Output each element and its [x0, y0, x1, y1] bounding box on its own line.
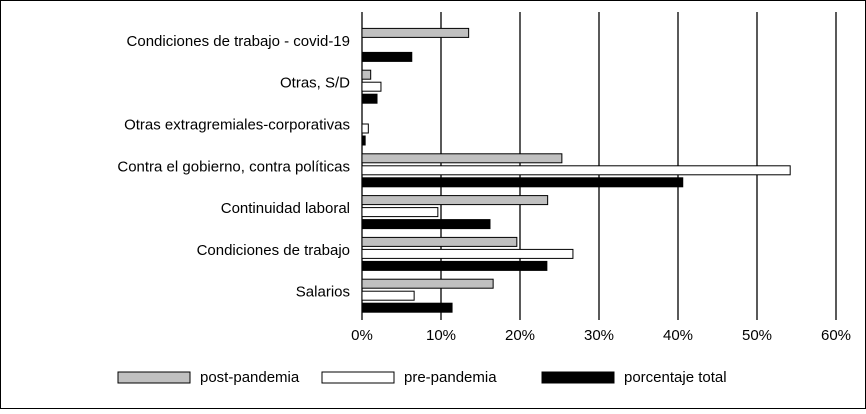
x-tick-label: 50%: [742, 327, 772, 344]
bar: [361, 290, 415, 301]
bar: [361, 81, 382, 92]
bar: [361, 195, 549, 206]
bar: [361, 177, 684, 188]
x-tick-label: 30%: [584, 327, 614, 344]
bar: [361, 123, 369, 134]
y-tick-label: Contra el gobierno, contra políticas: [117, 158, 350, 175]
bar: [361, 135, 366, 146]
legend-swatch: [541, 371, 615, 384]
y-tick-label: Otras extragremiales-corporativas: [124, 116, 350, 133]
bar: [361, 278, 494, 289]
bar: [361, 260, 548, 271]
bar: [361, 153, 563, 164]
legend-label: porcentaje total: [624, 369, 727, 386]
legend-label: pre-pandemia: [404, 369, 497, 386]
bar: [361, 248, 574, 259]
x-tick-label: 40%: [663, 327, 693, 344]
bar: [361, 207, 439, 218]
bar: [361, 51, 413, 62]
x-tick-label: 10%: [426, 327, 456, 344]
x-tick-label: 60%: [821, 327, 851, 344]
legend-label: post-pandemia: [200, 369, 300, 386]
bar: [361, 93, 378, 104]
bar: [361, 302, 453, 313]
bar: [361, 27, 470, 38]
bar: [361, 69, 372, 80]
bar: [361, 165, 791, 176]
legend-swatch: [321, 371, 395, 384]
x-tick-label: 0%: [351, 327, 373, 344]
y-tick-label: Continuidad laboral: [221, 200, 350, 217]
x-tick-label: 20%: [505, 327, 535, 344]
y-tick-label: Condiciones de trabajo - covid-19: [127, 33, 350, 50]
y-tick-label: Otras, S/D: [280, 75, 350, 92]
y-tick-label: Salarios: [296, 284, 350, 301]
bar: [361, 236, 518, 247]
legend-swatch: [117, 371, 191, 384]
bar: [361, 219, 491, 230]
y-tick-label: Condiciones de trabajo: [197, 242, 350, 259]
